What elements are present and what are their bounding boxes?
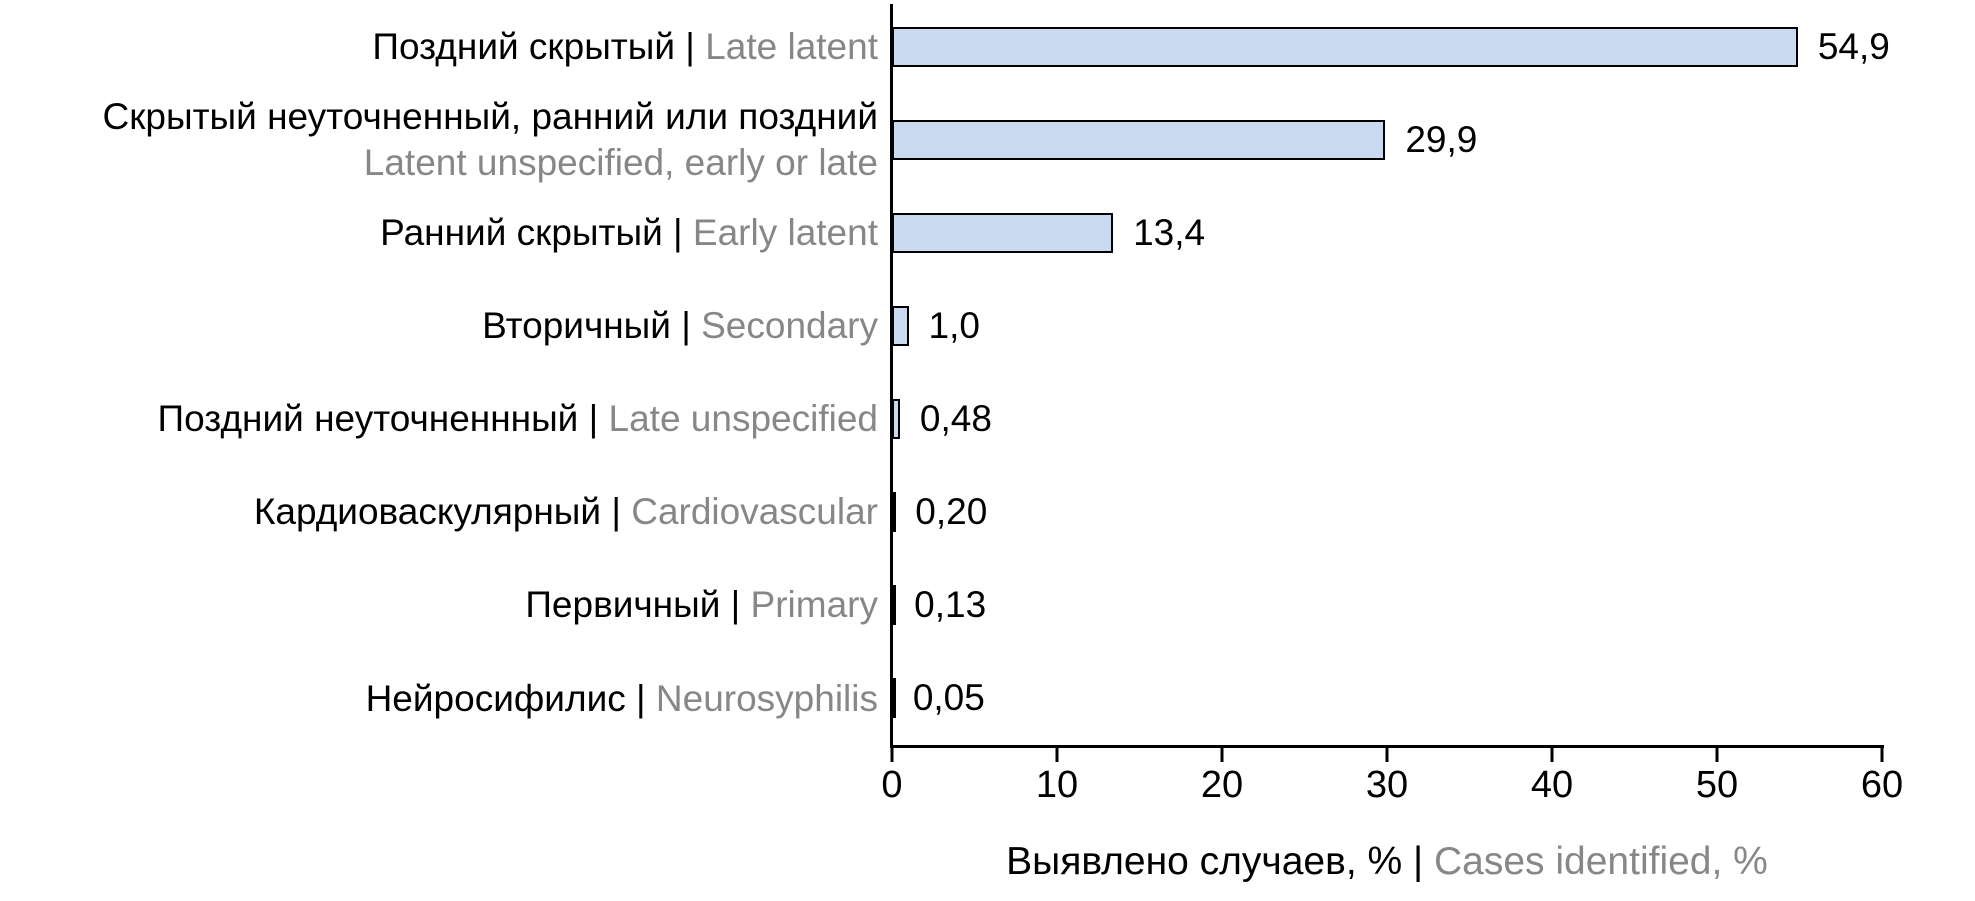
category-label: Поздний неуточненнный | Late unspecified — [0, 373, 878, 466]
bar — [892, 119, 1386, 160]
category-label-ru: Скрытый неуточненный, ранний или поздний — [102, 95, 878, 137]
x-tick-mark — [1715, 748, 1719, 762]
category-label-separator: | — [675, 25, 706, 67]
x-tick-label: 40 — [1530, 764, 1574, 806]
x-axis-title-separator: | — [1402, 840, 1434, 883]
category-label-ru: Нейросифилис — [365, 677, 626, 719]
category-label-column: Поздний скрытый | Late latent Скрытый неу… — [0, 0, 878, 745]
bar-value-label: 0,05 — [912, 677, 985, 719]
category-label-ru: Ранний скрытый — [380, 211, 663, 253]
x-tick-label: 20 — [1200, 764, 1244, 806]
bar — [892, 305, 909, 346]
x-tick-mark — [1055, 748, 1059, 762]
bar-value-label: 0,48 — [919, 398, 992, 440]
x-axis-line — [890, 745, 1884, 748]
category-label-separator: | — [662, 211, 693, 253]
bar — [892, 26, 1798, 67]
category-label-ru: Вторичный — [482, 305, 671, 346]
category-label-en: Secondary — [701, 305, 878, 346]
category-label-separator: | — [601, 491, 632, 533]
category-label-en: Late latent — [705, 25, 878, 67]
x-tick-label: 0 — [881, 764, 903, 806]
category-label-separator: | — [578, 398, 609, 440]
plot-area: 54,9 29,9 13,4 1,0 0,48 0,20 0,13 0,05 — [892, 0, 1890, 745]
x-axis-title-en: Cases identified, % — [1434, 840, 1768, 883]
category-label: Кардиоваскулярный | Cardiovascular — [0, 466, 878, 559]
category-label: Вторичный | Secondary — [0, 279, 878, 372]
category-label: Нейросифилис | Neurosyphilis — [0, 652, 878, 745]
bar — [892, 678, 896, 719]
bar-value-label: 13,4 — [1133, 211, 1206, 253]
x-axis-title: Выявлено случаев, % | Cases identified, … — [892, 840, 1882, 884]
x-axis-ticks: 0 10 20 30 40 50 60 — [881, 748, 1903, 818]
bar-value-label: 54,9 — [1817, 25, 1890, 67]
category-label-ru: Поздний неуточненнный — [157, 398, 579, 440]
bar — [892, 585, 896, 626]
x-tick-mark — [1550, 748, 1554, 762]
bar-value-label: 1,0 — [928, 304, 980, 346]
bar-value-label: 0,13 — [914, 584, 987, 626]
x-tick-mark — [1880, 748, 1884, 762]
bar — [892, 492, 896, 533]
x-tick-label: 30 — [1365, 764, 1409, 806]
bar-value-label: 0,20 — [915, 491, 988, 533]
y-axis-line — [890, 4, 893, 748]
category-label: Первичный | Primary — [0, 559, 878, 652]
x-tick-label: 60 — [1860, 764, 1904, 806]
category-label-en: Neurosyphilis — [655, 677, 878, 719]
category-label: Ранний скрытый | Early latent — [0, 186, 878, 279]
category-label-en: Late unspecified — [608, 398, 878, 440]
x-tick-mark — [1385, 748, 1389, 762]
category-label-en: Primary — [750, 584, 878, 626]
x-tick-mark — [890, 748, 894, 762]
bar — [892, 399, 900, 440]
category-label-ru: Первичный — [525, 584, 721, 626]
category-label-separator: | — [625, 677, 656, 719]
category-label-ru: Поздний скрытый — [372, 25, 676, 67]
category-label-en: Early latent — [692, 211, 878, 253]
category-label-en: Cardiovascular — [631, 491, 878, 533]
x-axis-title-ru: Выявлено случаев, % — [1006, 840, 1403, 883]
x-tick-mark — [1220, 748, 1224, 762]
x-tick-label: 50 — [1695, 764, 1739, 806]
category-label: Скрытый неуточненный, ранний или поздний… — [0, 93, 878, 186]
category-label: Поздний скрытый | Late latent — [0, 0, 878, 93]
x-tick-label: 10 — [1035, 764, 1079, 806]
category-label-separator: | — [670, 305, 702, 346]
bar-value-label: 29,9 — [1405, 118, 1478, 160]
category-label-separator: | — [720, 584, 751, 626]
category-label-en: Latent unspecified, early or late — [363, 141, 878, 183]
category-label-ru: Кардиоваскулярный — [253, 491, 602, 533]
bar — [892, 212, 1114, 253]
